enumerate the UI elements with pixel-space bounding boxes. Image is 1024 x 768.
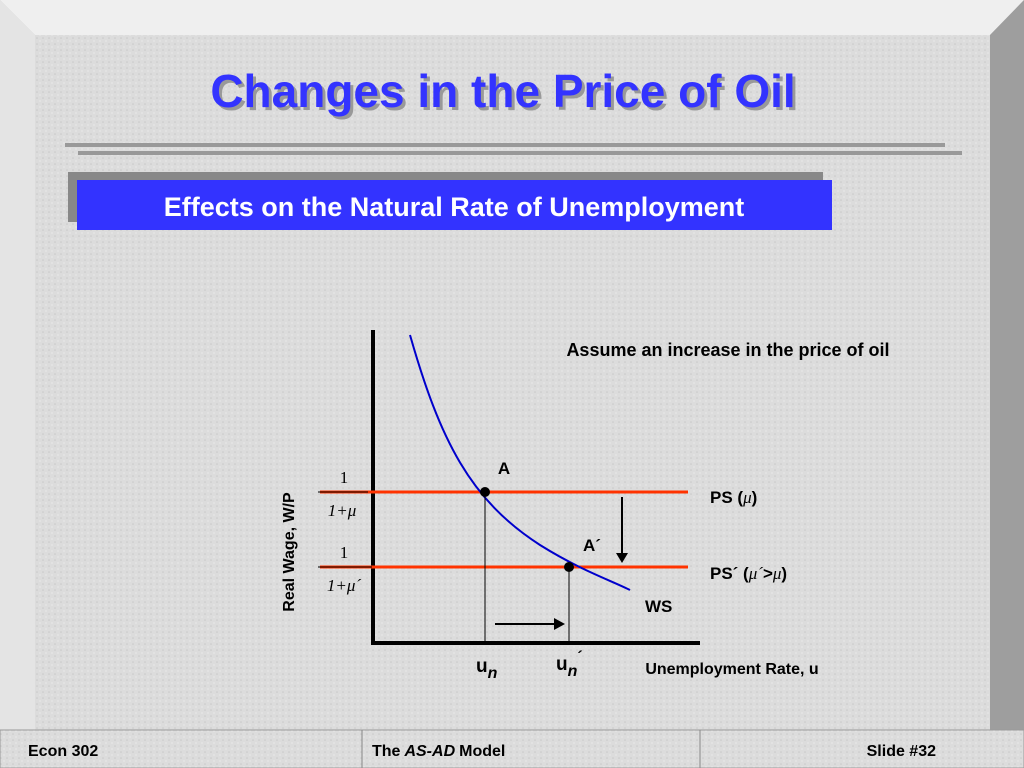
fraction-numerator: 1 — [340, 468, 349, 487]
footer-center: The AS-AD Model — [372, 743, 509, 761]
fraction-numerator: 1 — [340, 543, 349, 562]
x-marker: un — [476, 656, 498, 682]
arrowhead — [554, 618, 565, 630]
panel — [35, 35, 990, 730]
footer-right: Slide #32 — [866, 743, 936, 760]
bevel-left — [0, 0, 35, 768]
fraction-denominator: 1+μ — [328, 501, 357, 520]
point-a — [480, 487, 490, 497]
point-a-prime — [564, 562, 574, 572]
arrowhead — [616, 553, 628, 563]
fraction-denominator: 1+μ´ — [327, 576, 362, 595]
bevel-right — [990, 0, 1024, 768]
x-axis-label: Unemployment Rate, u — [645, 661, 818, 678]
footer-bar — [0, 729, 1024, 768]
bevel-top — [0, 0, 1024, 35]
subtitle-box — [77, 180, 832, 230]
subtitle: Effects on the Natural Rate of Unemploym… — [164, 192, 745, 222]
y-axis-label: Real Wage, W/P — [281, 492, 298, 612]
title: Changes in the Price of Oil — [210, 65, 795, 117]
ws-curve — [409, 334, 631, 591]
footer-text: Model — [459, 743, 506, 760]
footer-text: The — [372, 743, 401, 760]
line-label: PS´ (μ´>μ) — [710, 564, 787, 583]
footer-text: AS-AD — [404, 743, 456, 760]
footer: Econ 302 The AS-AD Model Slide #32 — [0, 730, 1024, 768]
footer-left: Econ 302 — [28, 743, 99, 760]
curve-label: WS — [645, 597, 672, 616]
note: Assume an increase in the price of oil — [566, 340, 889, 360]
x-marker: un´ — [556, 649, 583, 680]
point-label: A´ — [583, 536, 601, 555]
title-shadow: Changes in the Price of Oil — [213, 68, 798, 120]
line-label: PS (μ) — [710, 488, 757, 507]
point-label: A — [498, 459, 510, 478]
